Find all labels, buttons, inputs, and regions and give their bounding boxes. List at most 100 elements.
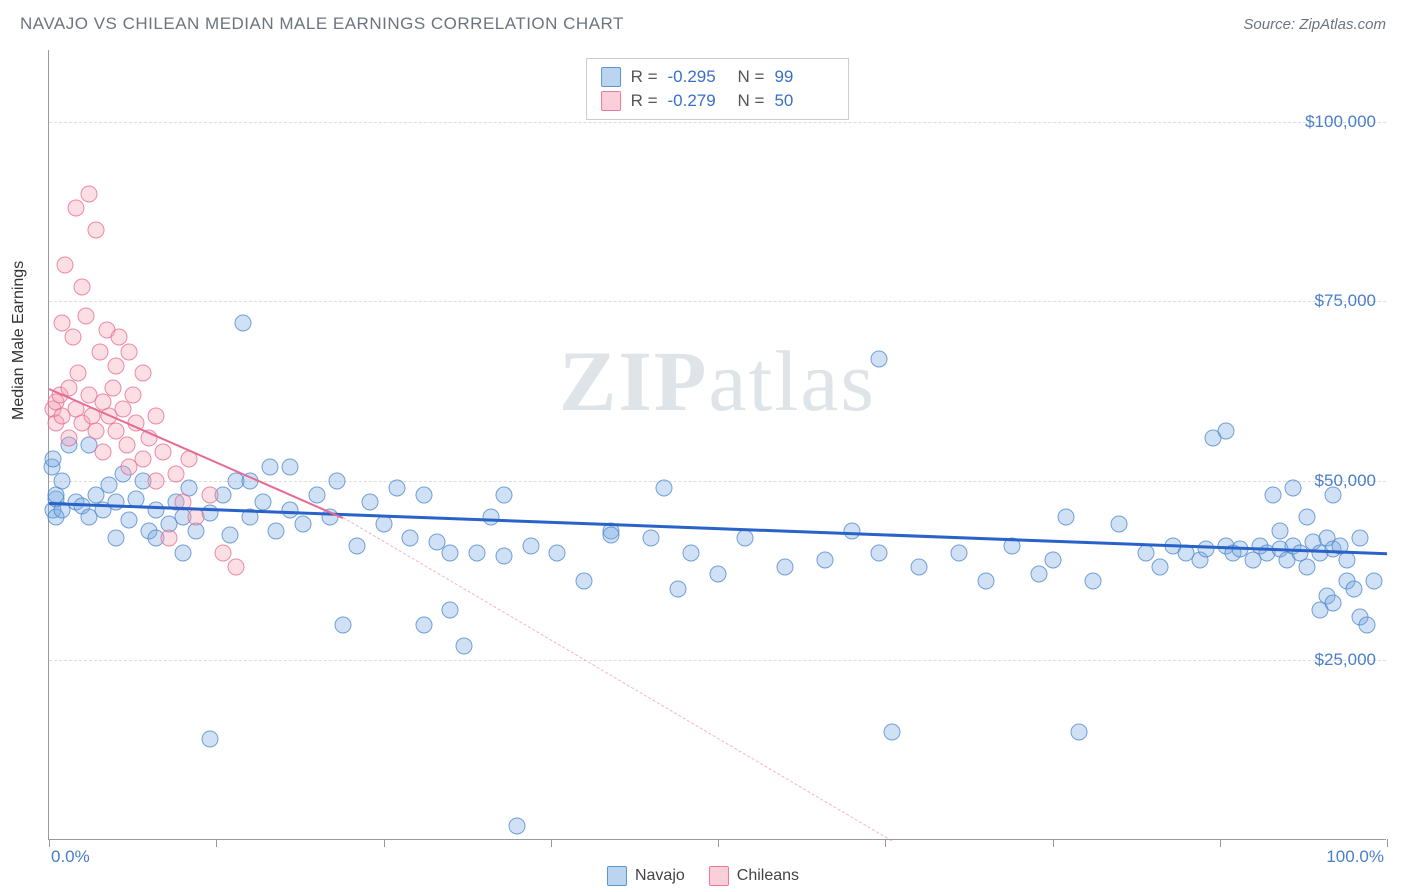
data-point [255,494,272,511]
data-point [669,580,686,597]
x-min-label: 0.0% [51,847,90,867]
data-point [228,559,245,576]
x-tick [49,839,50,847]
correlation-legend: R = -0.295 N = 99R =-0.279N =50 [586,58,850,120]
data-point [235,314,252,331]
data-point [65,329,82,346]
data-point [602,526,619,543]
data-point [710,566,727,583]
data-point [1071,724,1088,741]
y-axis-label: Median Male Earnings [10,261,28,420]
data-point [1265,487,1282,504]
data-point [1298,508,1315,525]
data-point [388,480,405,497]
n-label: N = [738,67,765,87]
data-point [45,451,62,468]
data-point [61,429,78,446]
y-tick-label: $50,000 [1315,471,1376,491]
series-legend: Navajo Chileans [607,866,799,886]
data-point [656,480,673,497]
data-point [1218,422,1235,439]
x-tick [718,839,719,847]
data-point [261,458,278,475]
data-point [1298,559,1315,576]
data-point [281,501,298,518]
data-point [375,516,392,533]
data-point [188,508,205,525]
data-point [148,408,165,425]
data-point [509,817,526,834]
legend-row: R =-0.279N =50 [601,89,835,113]
data-point [154,444,171,461]
legend-swatch [607,866,627,886]
data-point [121,343,138,360]
data-point [1352,530,1369,547]
y-tick-label: $100,000 [1305,112,1376,132]
data-point [168,465,185,482]
gridline-h [49,301,1386,302]
data-point [118,437,135,454]
data-point [107,358,124,375]
data-point [67,200,84,217]
data-point [977,573,994,590]
data-point [134,451,151,468]
data-point [1338,551,1355,568]
y-tick-label: $75,000 [1315,291,1376,311]
data-point [1151,559,1168,576]
data-point [87,221,104,238]
data-point [1271,523,1288,540]
data-point [214,544,231,561]
data-point [1358,616,1375,633]
data-point [221,526,238,543]
data-point [522,537,539,554]
data-point [442,544,459,561]
data-point [469,544,486,561]
legend-item: Navajo [607,866,685,886]
n-value: 99 [774,67,834,87]
data-point [91,343,108,360]
data-point [495,487,512,504]
data-point [576,573,593,590]
r-label: R = [631,67,658,87]
legend-label: Chileans [737,867,799,885]
legend-swatch [601,91,621,111]
data-point [776,559,793,576]
data-point [125,386,142,403]
data-point [910,559,927,576]
n-label: N = [738,91,765,111]
legend-label: Navajo [635,867,685,885]
data-point [495,548,512,565]
data-point [134,365,151,382]
data-point [362,494,379,511]
data-point [870,350,887,367]
data-point [107,494,124,511]
data-point [281,458,298,475]
data-point [482,508,499,525]
data-point [148,501,165,518]
data-point [1031,566,1048,583]
data-point [817,551,834,568]
data-point [1044,551,1061,568]
legend-swatch [709,866,729,886]
data-point [1365,573,1382,590]
x-tick [551,839,552,847]
r-value: -0.295 [668,67,728,87]
data-point [415,487,432,504]
data-point [348,537,365,554]
data-point [1111,516,1128,533]
data-point [107,530,124,547]
data-point [295,516,312,533]
data-point [161,530,178,547]
data-point [94,444,111,461]
chart-title: NAVAJO VS CHILEAN MEDIAN MALE EARNINGS C… [20,14,624,34]
data-point [54,472,71,489]
data-point [683,544,700,561]
data-point [81,185,98,202]
data-point [121,512,138,529]
data-point [1057,508,1074,525]
data-point [74,279,91,296]
data-point [883,724,900,741]
data-point [402,530,419,547]
data-point [114,401,131,418]
data-point [1345,580,1362,597]
